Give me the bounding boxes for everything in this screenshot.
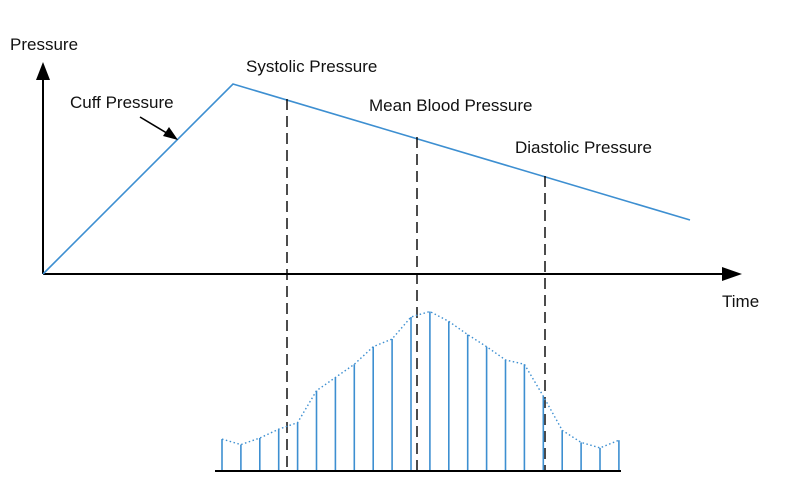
cuff-pointer-line (139, 116, 171, 136)
mean-blood-pressure-label: Mean Blood Pressure (369, 96, 532, 115)
x-axis-arrow (722, 267, 742, 281)
x-axis-label: Time (722, 292, 759, 311)
systolic-pressure-label: Systolic Pressure (246, 57, 377, 76)
cuff-pressure-curve (42, 83, 691, 275)
diastolic-pressure-label: Diastolic Pressure (515, 138, 652, 157)
cuff-pointer-arrowhead (163, 127, 178, 140)
y-axis-arrow (36, 62, 50, 80)
y-axis-label: Pressure (10, 35, 78, 54)
oscillation-pulses (221, 311, 620, 471)
cuff-pressure-label: Cuff Pressure (70, 93, 174, 112)
oscillation-envelope (221, 310, 620, 449)
